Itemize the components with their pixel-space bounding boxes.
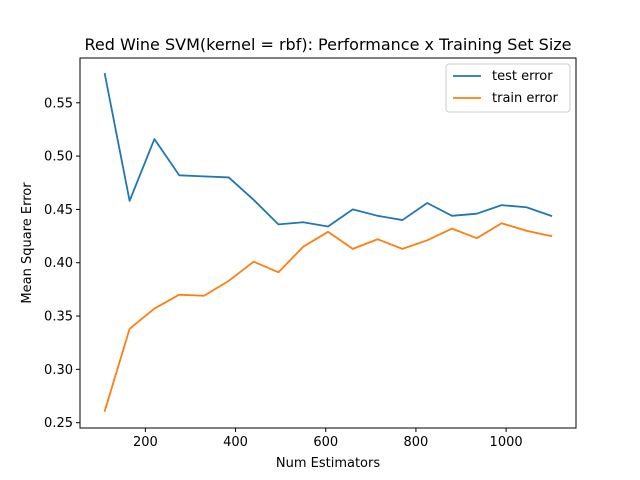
legend-label-test-error: test error: [492, 69, 553, 84]
chart-title: Red Wine SVM(kernel = rbf): Performance …: [85, 35, 572, 54]
y-axis-label: Mean Square Error: [20, 182, 35, 304]
x-axis-label: Num Estimators: [276, 456, 380, 471]
x-tick-label: 400: [223, 435, 248, 450]
y-tick-label: 0.45: [44, 203, 73, 218]
y-tick-label: 0.30: [44, 363, 73, 378]
x-axis: 200 400 600 800 1000: [133, 428, 523, 450]
y-tick-label: 0.50: [44, 150, 73, 165]
series-line-train-error: [103, 222, 553, 413]
plot-area: [79, 57, 577, 429]
x-tick-label: 1000: [490, 435, 523, 450]
x-tick-label: 600: [313, 435, 338, 450]
x-tick-label: 200: [133, 435, 158, 450]
y-tick-label: 0.40: [44, 256, 73, 271]
y-tick-label: 0.25: [44, 416, 73, 431]
y-tick-label: 0.55: [44, 96, 73, 111]
series-lines: [103, 72, 553, 413]
legend: test error train error: [445, 63, 571, 113]
x-tick-label: 800: [404, 435, 429, 450]
y-tick-label: 0.35: [44, 310, 73, 325]
series-line-test-error: [103, 72, 553, 228]
legend-label-train-error: train error: [492, 91, 559, 106]
y-axis: 0.25 0.30 0.35 0.40 0.45 0.50 0.55: [44, 96, 80, 431]
